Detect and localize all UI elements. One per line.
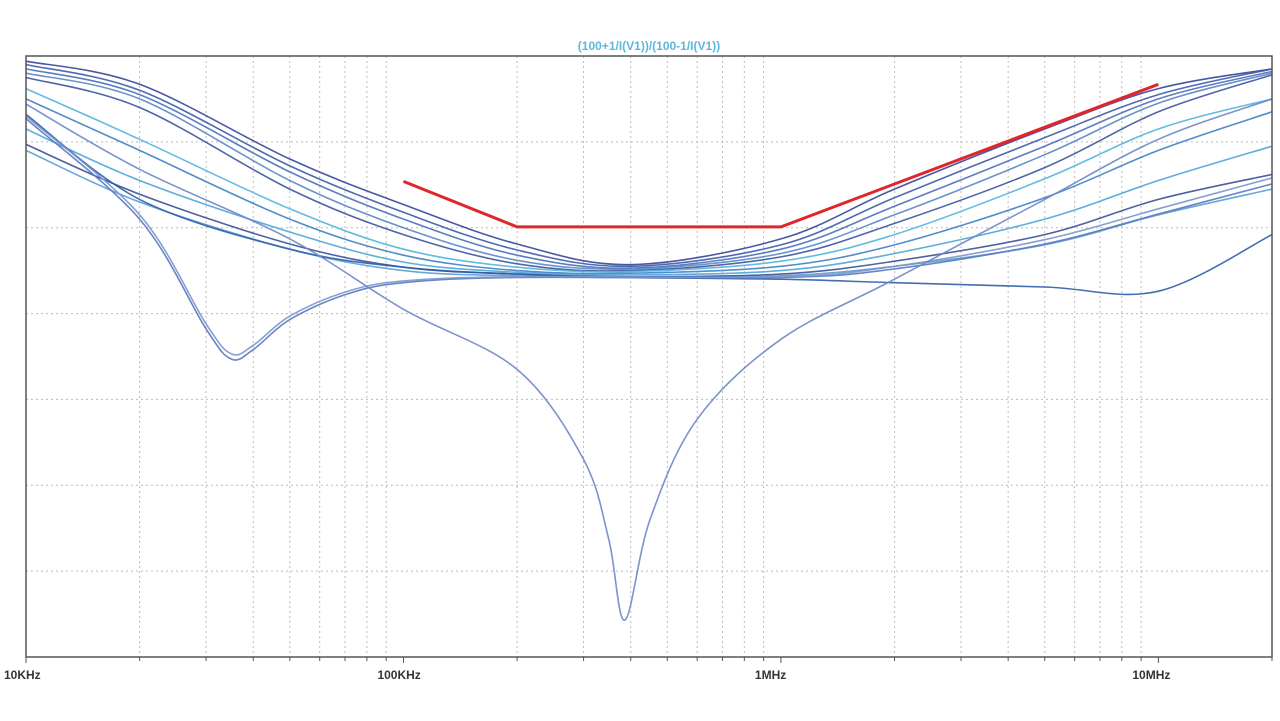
- series-trace-4: [25, 72, 1273, 270]
- traces: [25, 60, 1273, 621]
- x-axis: 10KHz 100KHz 1MHz 10MHz: [4, 657, 1273, 682]
- series-trace-12: [25, 118, 1273, 361]
- series-trace-6: [25, 87, 1273, 273]
- series-trace-5: [25, 74, 1273, 272]
- annotation: [402, 82, 1159, 229]
- spec-limit-line: [402, 82, 1159, 229]
- x-tick-label: 10KHz: [4, 668, 41, 682]
- x-tick-label: 100KHz: [377, 668, 420, 682]
- x-tick-label: 1MHz: [755, 668, 786, 682]
- chart-title: (100+1/I(V1))/(100-1/I(V1)): [578, 39, 720, 53]
- x-tick-label: 10MHz: [1132, 668, 1170, 682]
- series-trace-7: [25, 98, 1273, 275]
- series-trace-10: [25, 149, 1273, 279]
- series-trace-2: [25, 63, 1273, 268]
- plot-frame: [25, 55, 1273, 658]
- series-trace-3: [25, 68, 1273, 270]
- series-trace-13: [25, 115, 1273, 356]
- series-trace-9: [25, 128, 1273, 276]
- series-trace-8: [25, 143, 1273, 278]
- series-trace-14: [25, 98, 1273, 621]
